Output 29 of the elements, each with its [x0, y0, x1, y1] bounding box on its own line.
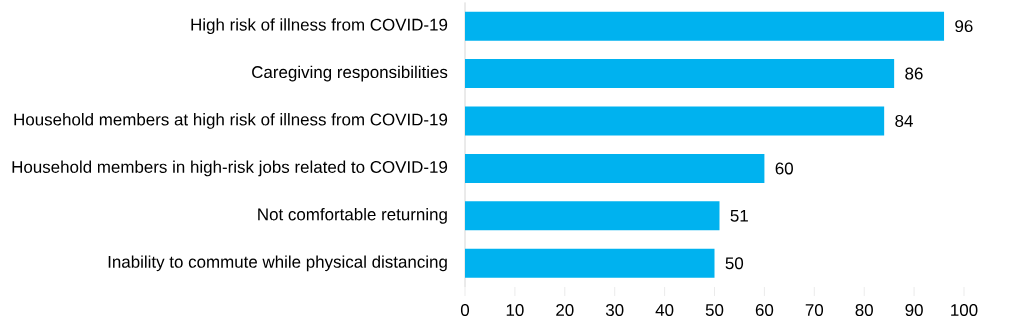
bar: [465, 201, 720, 231]
data-label: 51: [730, 209, 748, 222]
data-label: 96: [955, 20, 973, 33]
bar: [465, 248, 715, 278]
bar: [465, 106, 885, 136]
data-label: 50: [725, 257, 744, 270]
x-tick-label: 90: [905, 304, 923, 317]
x-tick-label: 50: [705, 304, 724, 317]
x-tick-label: 20: [556, 304, 574, 317]
y-tick-label: Caregiving responsibilities: [252, 65, 448, 82]
x-tick-label: 10: [506, 304, 524, 317]
x-tick-label: 60: [755, 304, 774, 317]
data-label: 60: [775, 162, 793, 175]
y-tick-label: Household members at high risk of illness from COVID-19: [14, 113, 448, 129]
bar: [465, 59, 895, 89]
data-label: 84: [895, 115, 913, 127]
y-tick-label: Not comfortable returning: [258, 207, 447, 224]
x-tick-label: 80: [855, 304, 873, 317]
bar: [465, 11, 945, 41]
y-tick-label: Household members in high-risk jobs related to COVID-19: [12, 160, 448, 177]
y-tick-label: High risk of illness from COVID-19: [191, 18, 448, 34]
x-tick-label: 70: [805, 304, 824, 317]
x-tick-label: 40: [655, 304, 674, 317]
data-label: 86: [905, 67, 923, 80]
y-tick-label: Inability to commute while physical distancing: [108, 255, 447, 272]
x-tick-label: 0: [460, 304, 470, 317]
x-tick-label: 30: [605, 304, 624, 317]
bar: [465, 153, 765, 183]
x-tick-label: 100: [951, 304, 978, 317]
